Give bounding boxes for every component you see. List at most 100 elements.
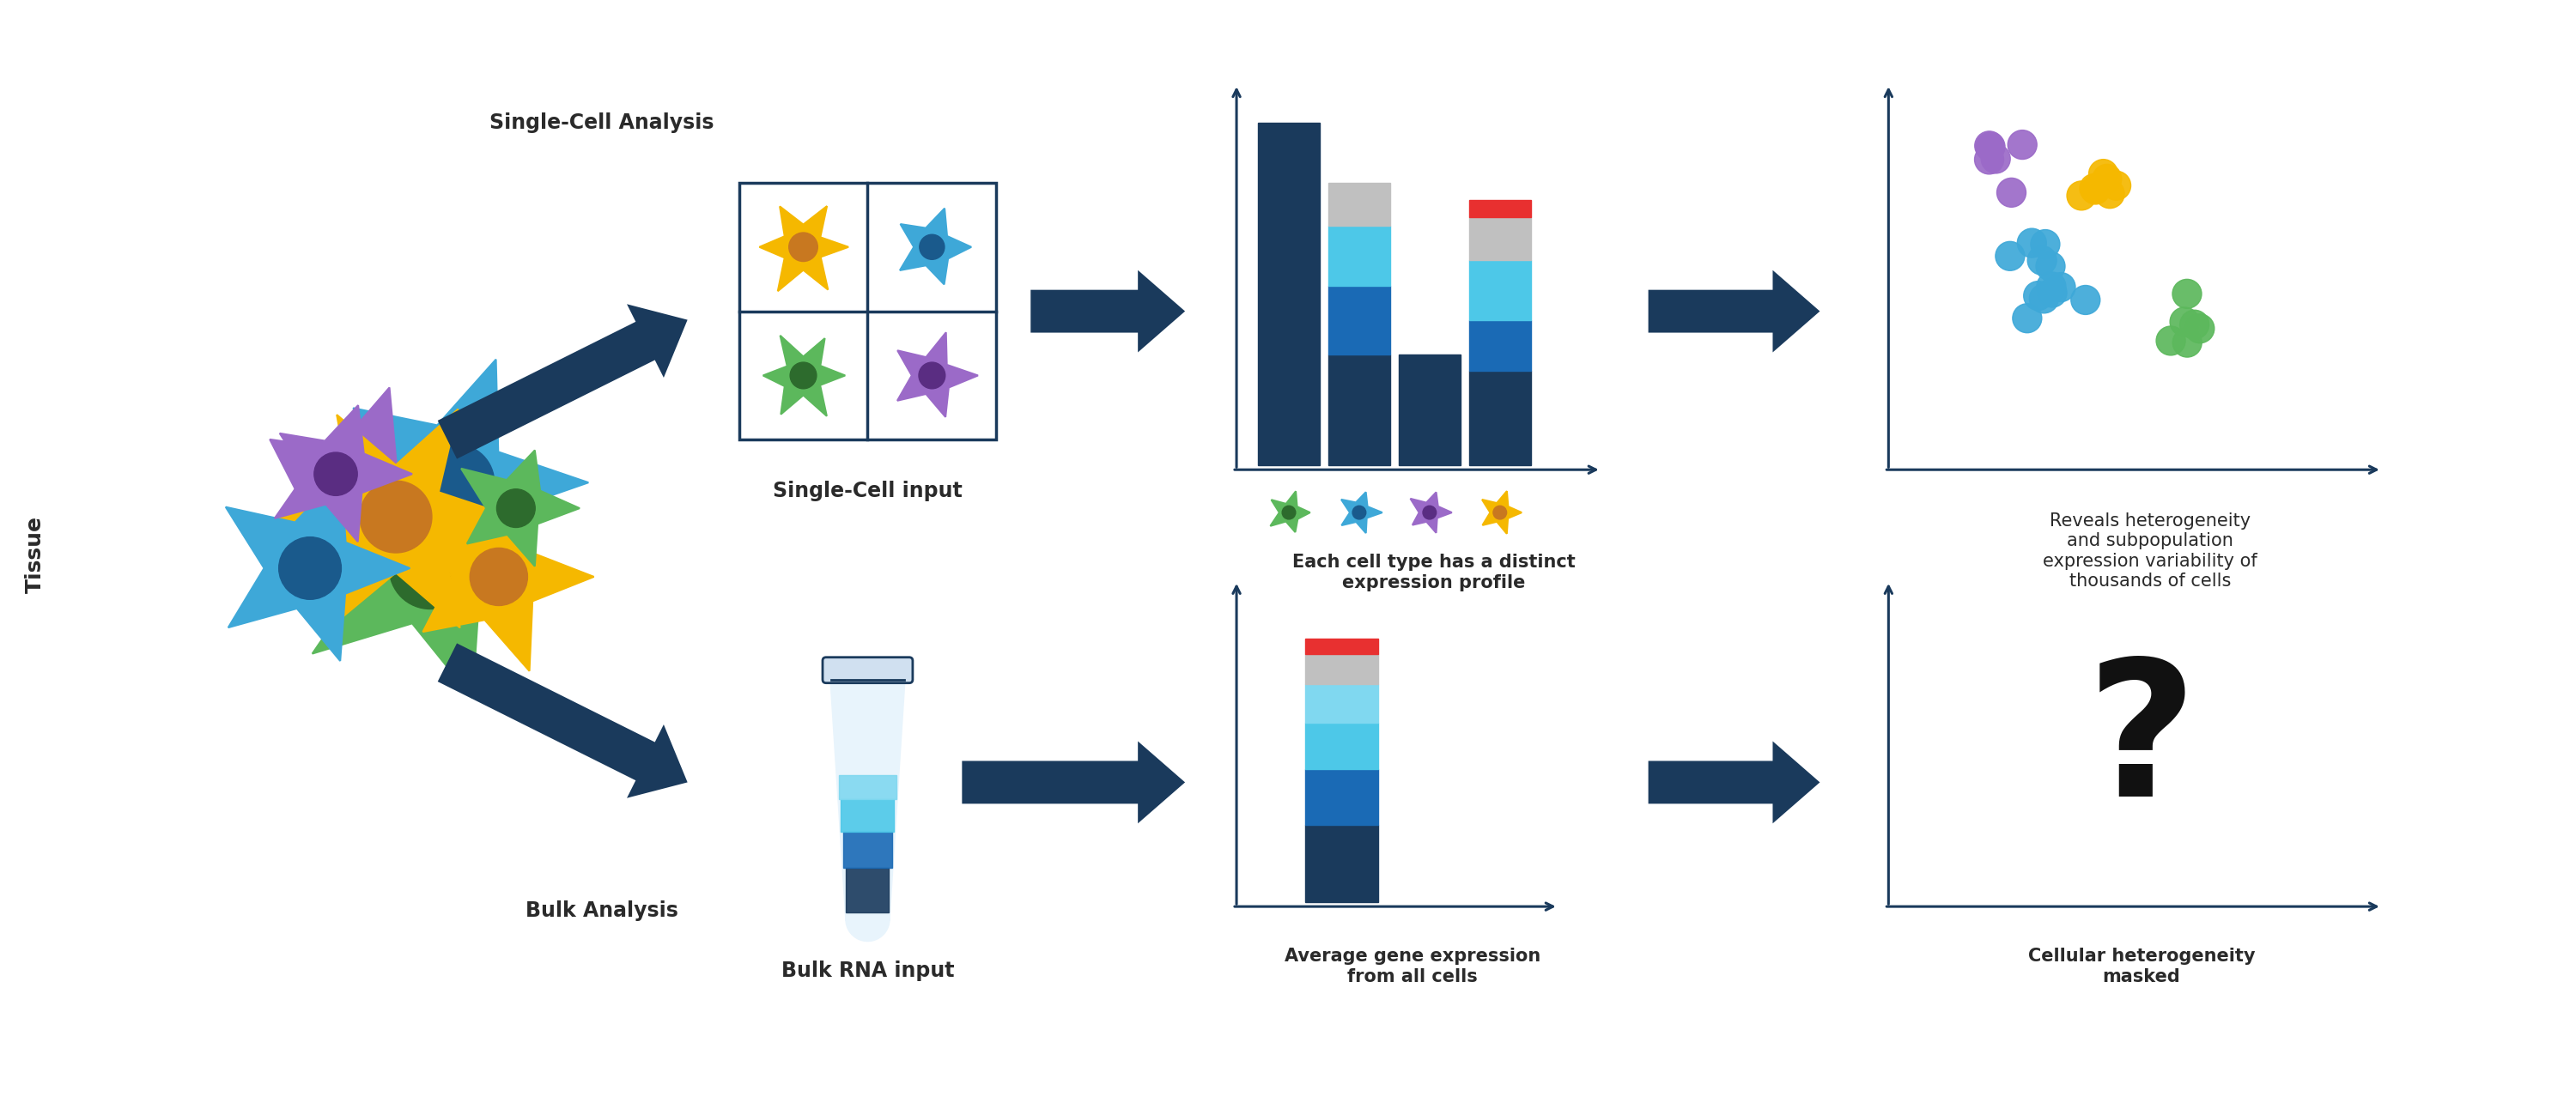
- Bar: [1329, 225, 1391, 285]
- Text: Average gene expression
from all cells: Average gene expression from all cells: [1285, 948, 1540, 985]
- Bar: [1468, 200, 1530, 217]
- Circle shape: [2007, 130, 2038, 160]
- Polygon shape: [762, 336, 845, 416]
- Polygon shape: [276, 405, 412, 541]
- Circle shape: [2025, 282, 2053, 311]
- Circle shape: [1976, 145, 2004, 174]
- Circle shape: [2045, 273, 2076, 302]
- Bar: [842, 832, 891, 868]
- Bar: [840, 800, 894, 832]
- Polygon shape: [1412, 492, 1453, 532]
- Circle shape: [497, 489, 536, 528]
- Circle shape: [2066, 181, 2097, 211]
- Circle shape: [278, 537, 340, 599]
- Polygon shape: [760, 206, 848, 292]
- Circle shape: [1494, 506, 1507, 519]
- Polygon shape: [1649, 741, 1819, 824]
- Bar: [1306, 722, 1378, 770]
- Circle shape: [2094, 180, 2125, 208]
- Bar: [1306, 639, 1378, 654]
- Circle shape: [1976, 131, 2004, 161]
- Polygon shape: [832, 680, 904, 940]
- Polygon shape: [422, 490, 595, 671]
- Polygon shape: [227, 474, 410, 661]
- Text: Each cell type has a distinct
expression profile: Each cell type has a distinct expression…: [1293, 554, 1577, 591]
- Polygon shape: [899, 208, 971, 284]
- Circle shape: [2027, 246, 2056, 275]
- Bar: [1329, 183, 1391, 225]
- Circle shape: [2102, 171, 2130, 200]
- Bar: [1468, 319, 1530, 372]
- Polygon shape: [1649, 271, 1819, 353]
- Circle shape: [2179, 311, 2210, 339]
- Circle shape: [791, 363, 817, 388]
- Bar: [1468, 217, 1530, 260]
- Circle shape: [2092, 164, 2123, 193]
- Text: Single-Cell input: Single-Cell input: [773, 481, 963, 501]
- Circle shape: [2172, 279, 2202, 308]
- Circle shape: [1981, 144, 2009, 173]
- Bar: [1306, 825, 1378, 903]
- Circle shape: [2081, 175, 2110, 204]
- Text: Single-Cell Analysis: Single-Cell Analysis: [489, 112, 714, 133]
- Text: Bulk Analysis: Bulk Analysis: [526, 901, 677, 922]
- Bar: [1257, 123, 1319, 466]
- Circle shape: [2038, 272, 2066, 302]
- Text: Bulk RNA input: Bulk RNA input: [781, 960, 953, 981]
- Circle shape: [1283, 506, 1296, 519]
- Polygon shape: [353, 359, 587, 597]
- Polygon shape: [896, 333, 979, 417]
- Bar: [1399, 354, 1461, 466]
- Circle shape: [920, 234, 945, 260]
- Text: Cellular heterogeneity
masked: Cellular heterogeneity masked: [2027, 948, 2254, 985]
- Polygon shape: [461, 450, 580, 567]
- Text: ?: ?: [2087, 652, 2197, 836]
- Polygon shape: [265, 387, 466, 608]
- Bar: [1306, 654, 1378, 684]
- Circle shape: [2184, 314, 2215, 343]
- Circle shape: [417, 445, 495, 521]
- Circle shape: [314, 452, 358, 496]
- Polygon shape: [438, 304, 688, 459]
- Circle shape: [1976, 132, 2004, 162]
- Circle shape: [1422, 506, 1437, 519]
- Polygon shape: [1481, 491, 1522, 533]
- Bar: [1306, 684, 1378, 722]
- Bar: [1468, 260, 1530, 319]
- Circle shape: [2071, 285, 2099, 315]
- Bar: [1306, 770, 1378, 825]
- Polygon shape: [312, 437, 569, 698]
- Polygon shape: [438, 643, 688, 798]
- Circle shape: [2156, 326, 2184, 355]
- Bar: [845, 868, 889, 913]
- Bar: [1329, 285, 1391, 354]
- Polygon shape: [1030, 271, 1185, 353]
- Bar: [840, 775, 896, 800]
- Circle shape: [2017, 228, 2045, 257]
- Circle shape: [2172, 328, 2202, 357]
- Circle shape: [788, 233, 817, 262]
- Circle shape: [1996, 242, 2025, 271]
- Text: Tissue: Tissue: [26, 516, 46, 593]
- Polygon shape: [1270, 491, 1311, 532]
- Circle shape: [361, 481, 433, 552]
- Circle shape: [2089, 160, 2117, 189]
- Circle shape: [2169, 307, 2200, 336]
- Circle shape: [1352, 506, 1365, 519]
- Bar: [1329, 354, 1391, 466]
- Circle shape: [2038, 278, 2066, 307]
- Circle shape: [2030, 284, 2058, 313]
- Circle shape: [389, 528, 471, 609]
- Circle shape: [2012, 304, 2043, 333]
- FancyBboxPatch shape: [822, 658, 912, 683]
- Polygon shape: [276, 409, 513, 628]
- Circle shape: [2030, 230, 2061, 258]
- Polygon shape: [1342, 492, 1383, 533]
- Circle shape: [2035, 252, 2066, 281]
- Circle shape: [319, 466, 386, 533]
- Circle shape: [469, 548, 528, 606]
- Text: Reveals heterogeneity
and subpopulation
expression variability of
thousands of c: Reveals heterogeneity and subpopulation …: [2043, 512, 2257, 590]
- Circle shape: [2079, 174, 2110, 203]
- Circle shape: [920, 363, 945, 388]
- Circle shape: [1996, 179, 2025, 207]
